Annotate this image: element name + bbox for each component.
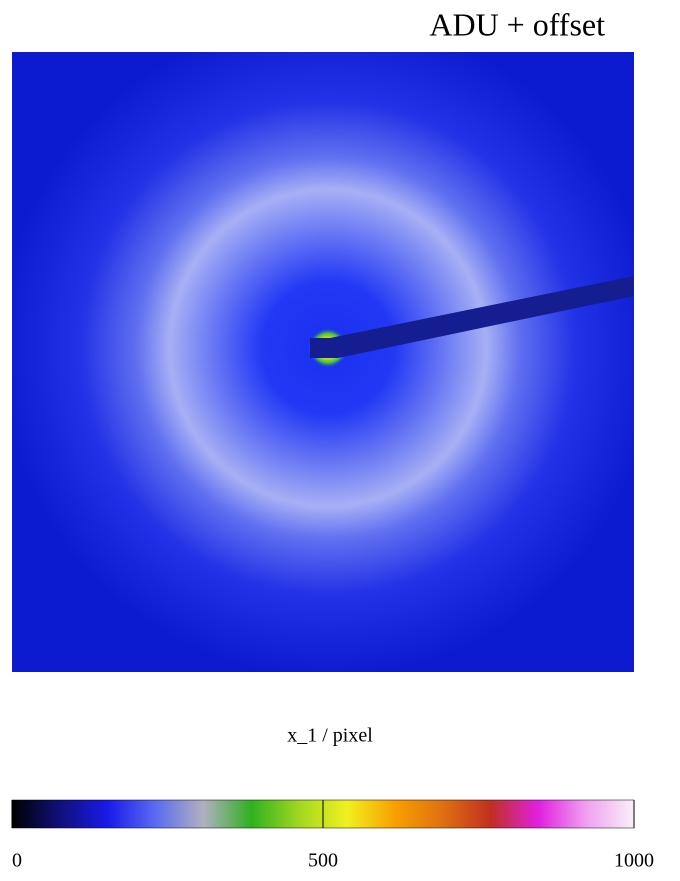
colorbar-tick-label: 500 <box>308 850 338 872</box>
colorbar-tick-label: 0 <box>12 850 22 872</box>
chart-title: ADU + offset <box>429 6 605 42</box>
x-axis-label: x_1 / pixel <box>287 725 373 747</box>
colorbar-tick-label: 1000 <box>614 850 654 872</box>
beam-stop <box>310 276 634 358</box>
